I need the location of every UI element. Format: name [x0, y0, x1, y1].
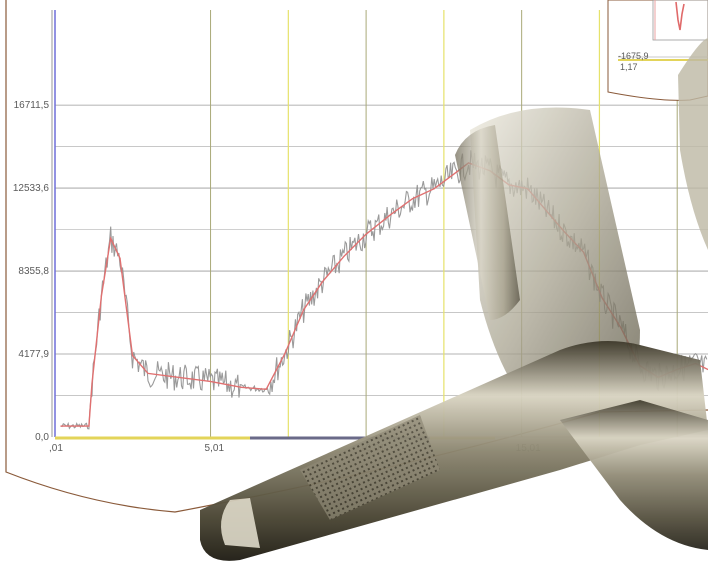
- y-tick-label: 0,0: [35, 432, 49, 443]
- inset-x-tick-label: 1,17: [620, 62, 638, 72]
- data-point: [209, 380, 211, 382]
- data-point: [240, 386, 242, 388]
- data-point: [147, 372, 149, 375]
- inset-y-tick-label: -1675,9: [618, 51, 649, 61]
- data-point: [390, 213, 392, 216]
- data-point: [452, 174, 454, 176]
- y-tick-label: 4177,9: [18, 349, 49, 360]
- data-point: [265, 388, 267, 390]
- crank-weight: [678, 38, 708, 250]
- data-point: [88, 425, 90, 427]
- y-tick-labels: 0,0 4177,9 8355,8 12533,6 16711,5: [13, 100, 50, 443]
- data-point: [110, 237, 112, 239]
- data-point: [343, 255, 345, 257]
- data-point: [60, 425, 62, 427]
- crank-web-edge: [455, 125, 520, 320]
- y-tick-label: 8355,8: [18, 266, 49, 277]
- data-point: [100, 295, 102, 297]
- data-point: [411, 198, 414, 200]
- crank-knurling: [300, 415, 440, 520]
- data-point: [365, 233, 367, 236]
- x-tick-label: ,01: [49, 443, 63, 454]
- data-point: [91, 382, 93, 384]
- data-point: [433, 188, 435, 190]
- data-point: [131, 354, 134, 357]
- data-point: [284, 352, 286, 355]
- data-point: [321, 281, 323, 283]
- y-tick-label: 12533,6: [13, 183, 50, 194]
- crank-shaft-end: [221, 498, 260, 548]
- crankshaft-photo: [200, 38, 708, 561]
- inset-signal: [675, 1, 685, 31]
- inset-plot-frame: [652, 0, 708, 41]
- data-point: [302, 309, 305, 311]
- data-point: [178, 376, 180, 379]
- data-point: [119, 257, 121, 259]
- y-tick-label: 16711,5: [14, 100, 50, 111]
- crank-journal: [560, 400, 708, 550]
- x-tick-label: 5,01: [205, 443, 225, 454]
